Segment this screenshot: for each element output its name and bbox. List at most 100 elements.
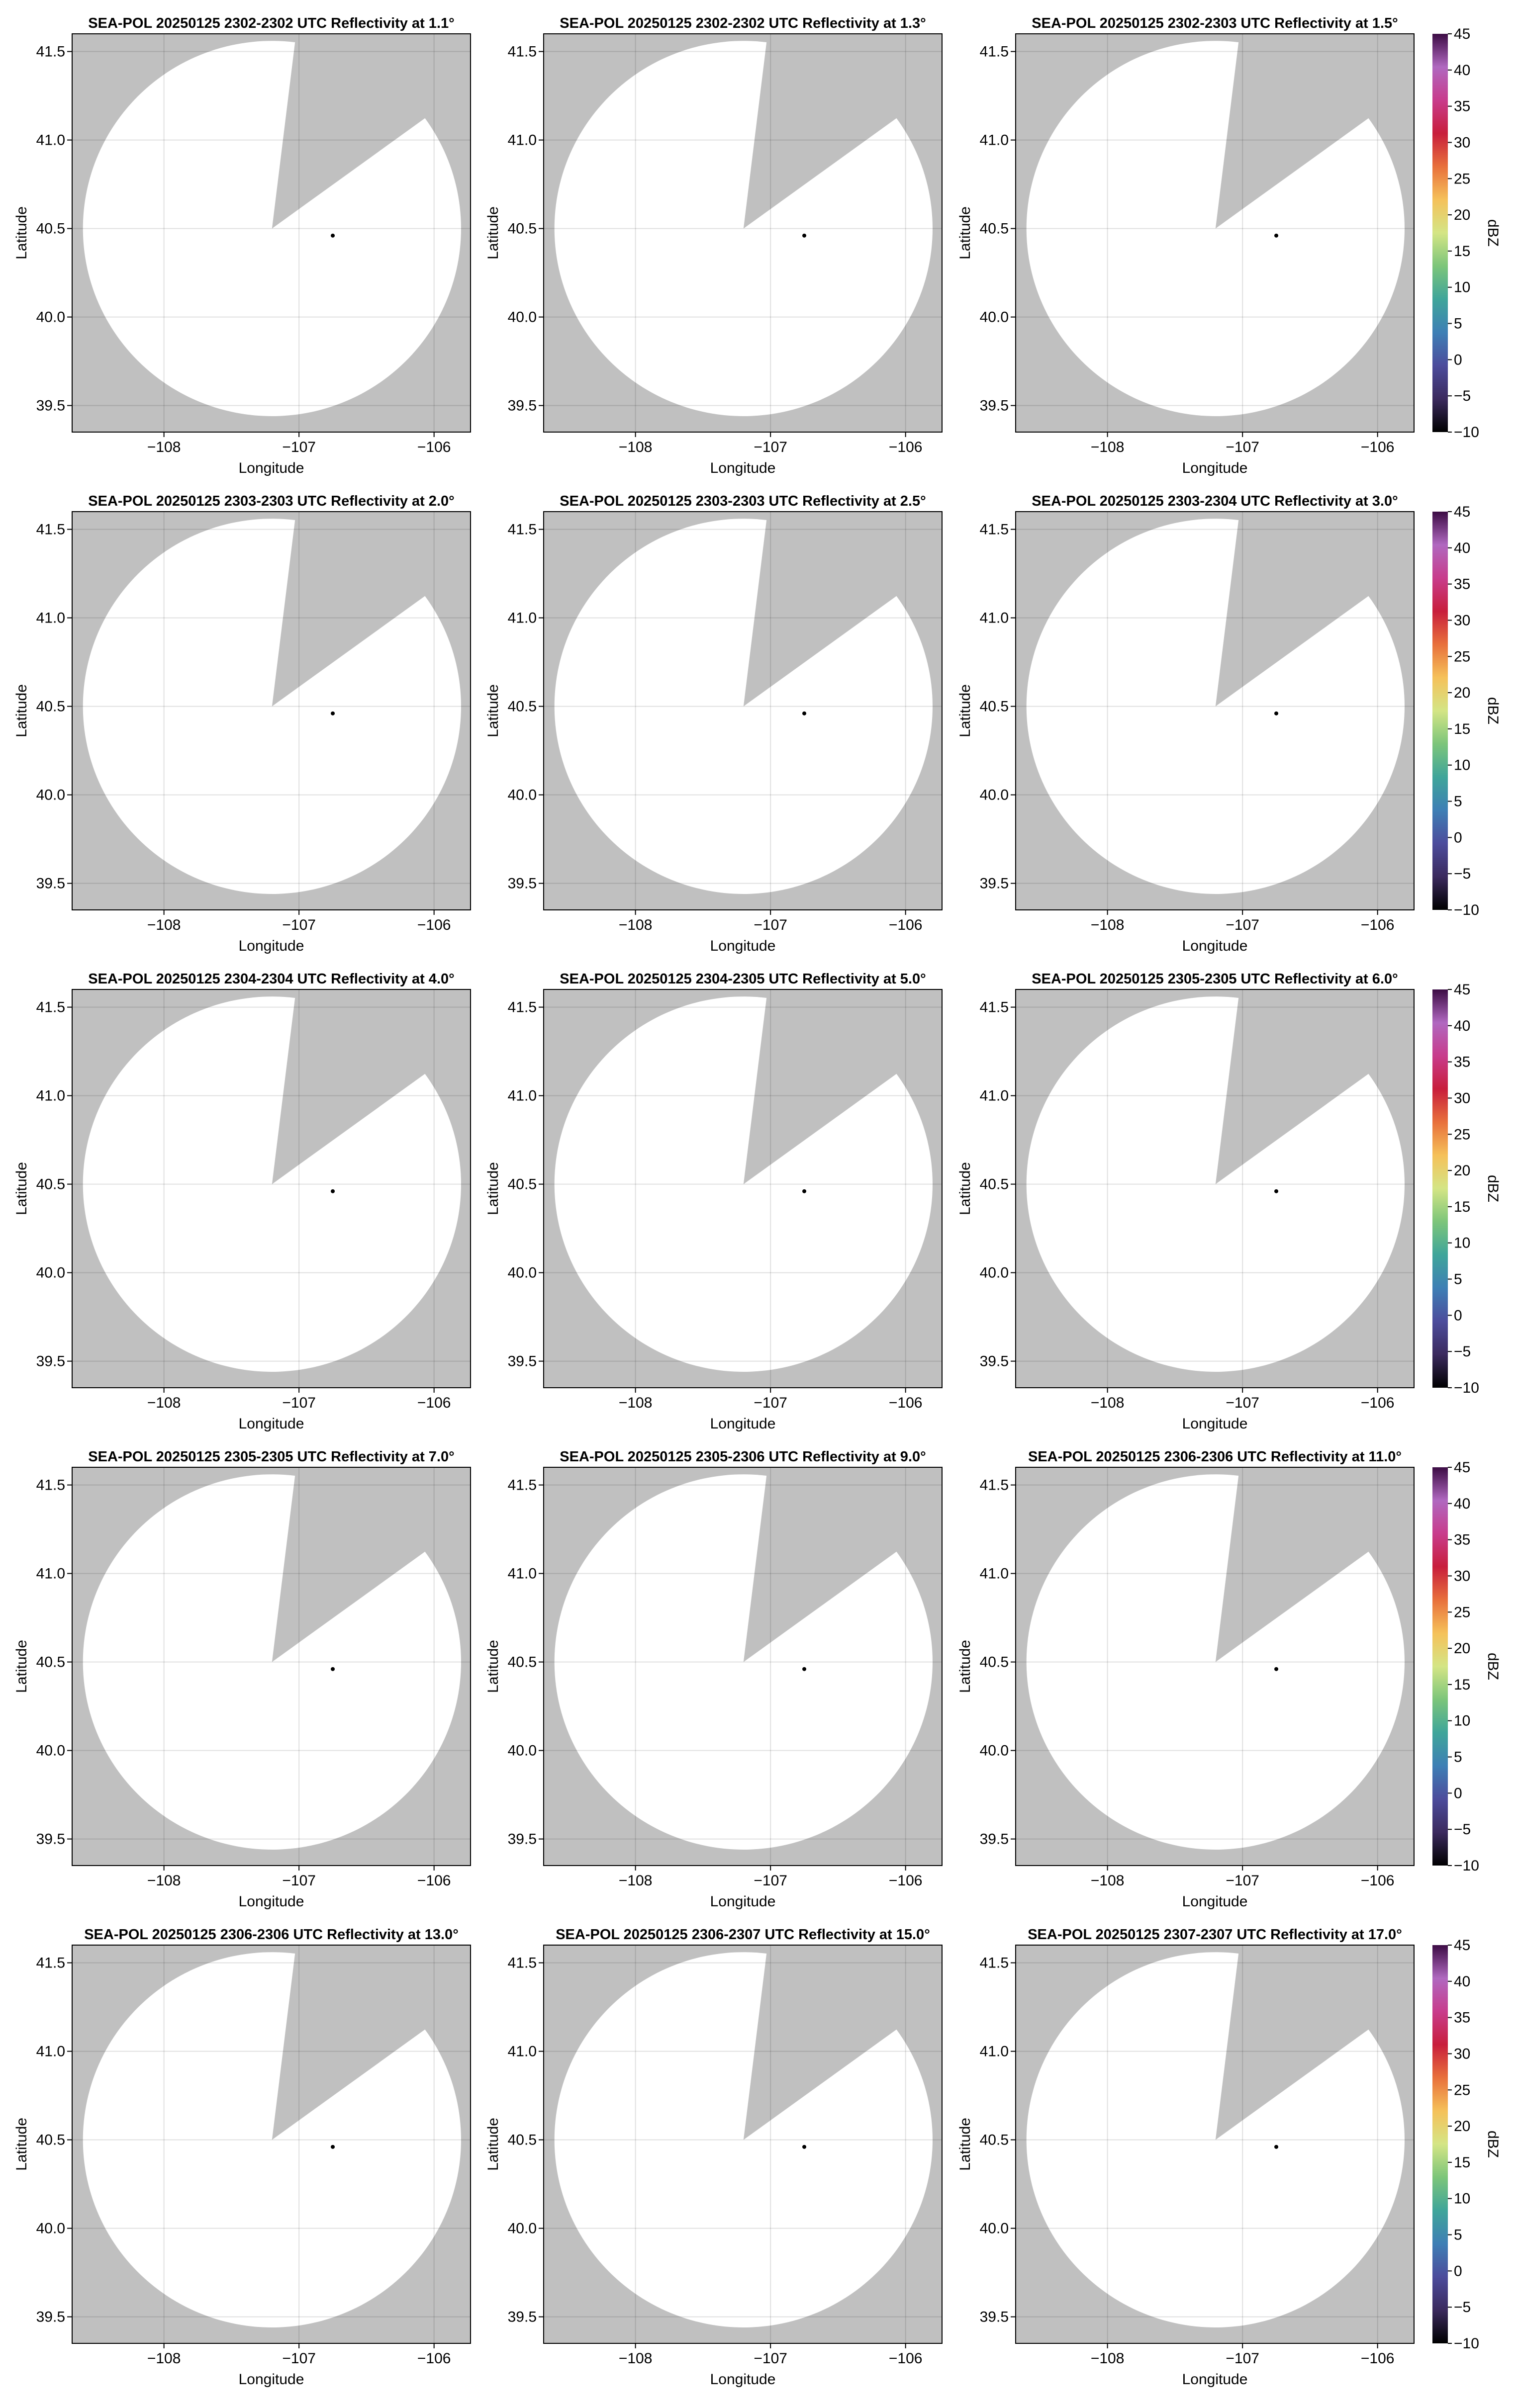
y-tick-label: 40.0 bbox=[36, 1743, 65, 1759]
x-tick-label: −107 bbox=[754, 1395, 787, 1411]
colorbar-tick-label: 30 bbox=[1454, 1090, 1470, 1106]
colorbar-tick-label: −10 bbox=[1454, 902, 1479, 918]
x-tick-label: −106 bbox=[889, 2350, 923, 2367]
y-tick-label: 40.0 bbox=[508, 309, 537, 326]
x-tick-label: −106 bbox=[417, 439, 451, 455]
x-axis-label: Longitude bbox=[239, 460, 304, 476]
colorbar-tick-label: 35 bbox=[1454, 1054, 1470, 1070]
y-tick-label: 39.5 bbox=[36, 398, 65, 414]
colorbar-tick-label: 0 bbox=[1454, 2263, 1462, 2279]
colorbar-tick-label: 0 bbox=[1454, 1307, 1462, 1324]
colorbar-tick-label: 25 bbox=[1454, 1604, 1470, 1620]
x-axis-label: Longitude bbox=[710, 1893, 776, 1910]
colorbar-label: dBZ bbox=[1485, 2131, 1501, 2158]
y-tick-label: 40.0 bbox=[36, 787, 65, 803]
chart-title: SEA-POL 20250125 2303-2303 UTC Reflectiv… bbox=[560, 493, 926, 509]
y-tick-label: 40.5 bbox=[508, 1176, 537, 1193]
y-axis-label: Latitude bbox=[13, 2118, 30, 2171]
colorbar bbox=[1432, 34, 1448, 432]
colorbar-tick-label: 5 bbox=[1454, 1271, 1462, 1288]
radar-coverage bbox=[1026, 41, 1405, 416]
y-tick-label: 39.5 bbox=[508, 1353, 537, 1370]
x-axis-label: Longitude bbox=[710, 938, 776, 954]
y-tick-label: 41.5 bbox=[36, 1955, 65, 1971]
y-tick-label: 40.0 bbox=[36, 2221, 65, 2237]
x-tick-label: −107 bbox=[282, 1873, 316, 1889]
x-tick-label: −108 bbox=[147, 1395, 181, 1411]
x-tick-label: −108 bbox=[619, 917, 653, 933]
x-axis-label: Longitude bbox=[710, 2371, 776, 2388]
y-tick-label: 40.5 bbox=[508, 221, 537, 237]
radar-coverage bbox=[554, 1474, 933, 1850]
y-tick-label: 41.0 bbox=[508, 610, 537, 626]
y-axis-label: Latitude bbox=[957, 206, 973, 260]
y-tick-label: 41.0 bbox=[980, 1088, 1009, 1104]
x-axis-label: Longitude bbox=[1182, 1416, 1248, 1432]
colorbar-tick-label: −10 bbox=[1454, 424, 1479, 441]
colorbar-tick-label: 10 bbox=[1454, 279, 1470, 296]
y-tick-label: 40.0 bbox=[980, 1265, 1009, 1281]
y-tick-label: 40.5 bbox=[980, 221, 1009, 237]
colorbar-tick-label: 30 bbox=[1454, 612, 1470, 628]
x-tick-label: −108 bbox=[1091, 1395, 1125, 1411]
colorbar-tick-label: −10 bbox=[1454, 1380, 1479, 1396]
site-marker bbox=[1274, 711, 1279, 715]
colorbar-tick-label: 40 bbox=[1454, 1018, 1470, 1034]
y-tick-label: 41.5 bbox=[980, 1955, 1009, 1971]
x-tick-label: −108 bbox=[147, 2350, 181, 2367]
y-tick-label: 40.0 bbox=[36, 1265, 65, 1281]
colorbar-tick-label: 0 bbox=[1454, 352, 1462, 368]
x-tick-label: −108 bbox=[1091, 439, 1125, 455]
plot-frame bbox=[543, 1945, 943, 2344]
chart-title: SEA-POL 20250125 2306-2306 UTC Reflectiv… bbox=[84, 1927, 459, 1943]
y-tick-label: 39.5 bbox=[980, 876, 1009, 892]
y-tick-label: 41.0 bbox=[508, 1566, 537, 1582]
colorbar-label: dBZ bbox=[1485, 1653, 1501, 1680]
x-tick-label: −107 bbox=[1226, 439, 1259, 455]
colorbar-tick-label: 45 bbox=[1454, 504, 1470, 520]
y-tick-label: 39.5 bbox=[508, 1831, 537, 1848]
site-marker bbox=[331, 1189, 335, 1193]
y-tick-label: 40.5 bbox=[508, 2132, 537, 2148]
colorbar-tick-label: −5 bbox=[1454, 388, 1471, 404]
y-tick-label: 41.5 bbox=[36, 1477, 65, 1494]
y-tick-label: 40.5 bbox=[508, 699, 537, 715]
colorbar-tick-label: 35 bbox=[1454, 576, 1470, 593]
x-tick-label: −107 bbox=[282, 439, 316, 455]
colorbar bbox=[1432, 1945, 1448, 2343]
colorbar-tick-label: 20 bbox=[1454, 1640, 1470, 1657]
y-tick-label: 41.0 bbox=[508, 132, 537, 149]
chart-title: SEA-POL 20250125 2306-2307 UTC Reflectiv… bbox=[556, 1927, 930, 1943]
y-tick-label: 41.0 bbox=[36, 610, 65, 626]
plot-frame bbox=[72, 989, 471, 1388]
colorbar-tick-label: 25 bbox=[1454, 648, 1470, 665]
y-tick-label: 41.0 bbox=[36, 1566, 65, 1582]
radar-coverage bbox=[83, 996, 461, 1372]
y-tick-label: 39.5 bbox=[36, 2309, 65, 2325]
colorbar-tick-label: 20 bbox=[1454, 685, 1470, 701]
x-axis-label: Longitude bbox=[710, 1416, 776, 1432]
chart-title: SEA-POL 20250125 2305-2305 UTC Reflectiv… bbox=[88, 1449, 454, 1465]
radar-coverage bbox=[554, 41, 933, 416]
chart-title: SEA-POL 20250125 2302-2302 UTC Reflectiv… bbox=[560, 15, 926, 31]
radar-coverage bbox=[1026, 1474, 1405, 1850]
y-tick-label: 39.5 bbox=[980, 398, 1009, 414]
x-axis-label: Longitude bbox=[1182, 460, 1248, 476]
colorbar-label: dBZ bbox=[1485, 219, 1501, 247]
y-axis-label: Latitude bbox=[485, 1162, 501, 1215]
y-tick-label: 41.0 bbox=[980, 132, 1009, 149]
y-tick-label: 41.5 bbox=[508, 1955, 537, 1971]
y-tick-label: 40.0 bbox=[508, 787, 537, 803]
radar-coverage bbox=[554, 996, 933, 1372]
y-tick-label: 40.5 bbox=[980, 699, 1009, 715]
y-axis-label: Latitude bbox=[485, 684, 501, 737]
y-tick-label: 41.0 bbox=[980, 1566, 1009, 1582]
radar-coverage bbox=[554, 519, 933, 894]
x-tick-label: −107 bbox=[754, 439, 787, 455]
x-tick-label: −107 bbox=[282, 917, 316, 933]
x-tick-label: −106 bbox=[889, 1395, 923, 1411]
x-tick-label: −107 bbox=[1226, 1873, 1259, 1889]
x-tick-label: −106 bbox=[889, 917, 923, 933]
colorbar-tick-label: 10 bbox=[1454, 1235, 1470, 1251]
y-tick-label: 41.0 bbox=[36, 132, 65, 149]
